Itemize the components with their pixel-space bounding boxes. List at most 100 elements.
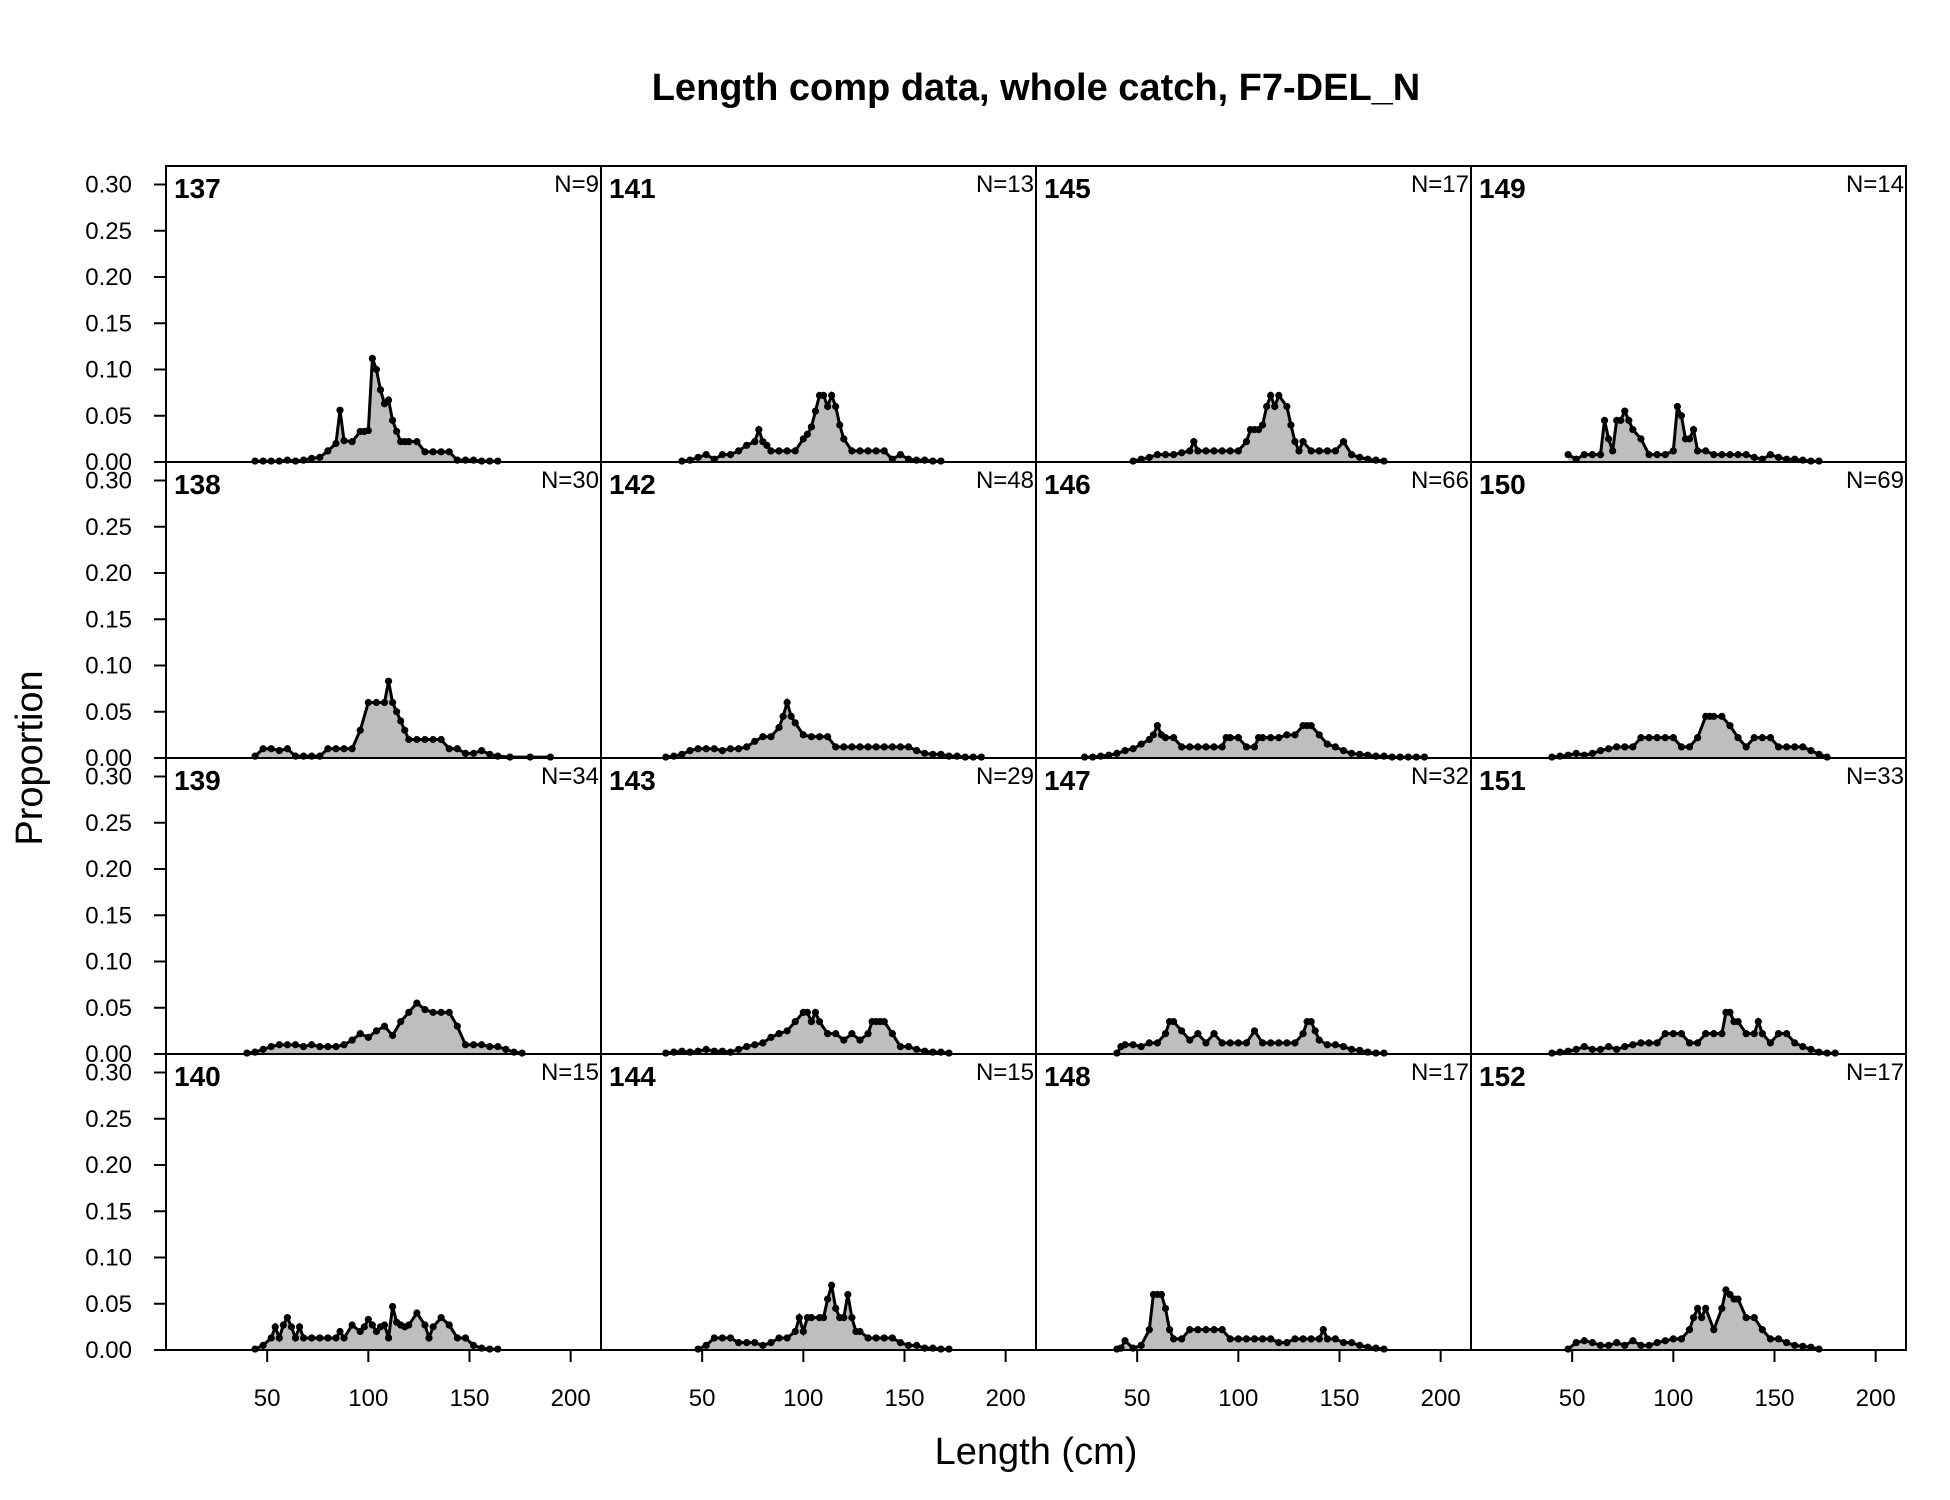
data-point: [1754, 1018, 1762, 1026]
data-point: [856, 447, 864, 455]
data-point: [1315, 447, 1323, 455]
data-point: [283, 1314, 291, 1322]
data-point: [397, 1018, 405, 1026]
data-point: [364, 1033, 372, 1041]
data-point: [1580, 1043, 1588, 1051]
data-point: [751, 1339, 759, 1347]
data-point: [453, 1022, 461, 1030]
panel-145: 145 N=17: [1035, 165, 1472, 465]
panel-148: 148 N=17 50 100 150 200: [1035, 1053, 1472, 1412]
data-point: [348, 438, 356, 446]
data-point: [356, 1327, 364, 1336]
data-point: [1580, 451, 1588, 459]
data-point: [734, 447, 743, 455]
data-point: [259, 1341, 267, 1349]
data-point: [1267, 1335, 1275, 1343]
data-point: [824, 733, 832, 741]
data-point: [1637, 435, 1645, 443]
x-tick-label: 200: [986, 1385, 1026, 1412]
data-point: [1596, 747, 1605, 755]
data-point: [1267, 1039, 1275, 1047]
data-point: [815, 733, 824, 741]
data-point: [1600, 416, 1609, 424]
data-point: [1356, 1046, 1364, 1054]
data-point: [872, 1334, 880, 1342]
data-point: [1275, 1039, 1283, 1047]
panel-year-label: 142: [609, 469, 656, 500]
data-point: [1750, 453, 1758, 461]
panel-140: 140 N=15 0.00 0.05 0.10 0.15 0.20 0.25 0.30 50 100…: [85, 1053, 602, 1412]
data-point: [848, 1030, 856, 1038]
data-point: [1165, 1326, 1174, 1334]
data-point: [1157, 1290, 1166, 1299]
data-point: [904, 743, 913, 751]
data-point: [1564, 451, 1572, 459]
y-tick-label: 0.00: [85, 449, 132, 476]
panel-year-label: 150: [1479, 469, 1526, 500]
data-point: [1226, 447, 1234, 455]
panel-area-fill: [255, 358, 498, 462]
panel-147: 147 N=32: [1035, 757, 1472, 1057]
panel-frame: [1470, 1053, 1907, 1351]
data-point: [1169, 734, 1178, 742]
data-point: [1319, 1326, 1327, 1334]
y-tick-label: 0.20: [85, 560, 132, 587]
data-point: [1129, 1041, 1137, 1049]
data-point: [803, 1008, 811, 1016]
panel-137: 137 N=9 0.00 0.05 0.10 0.15 0.20 0.25 0.30: [85, 165, 602, 476]
panel-149: 149 N=14: [1470, 165, 1907, 465]
data-point: [791, 719, 799, 727]
data-point: [819, 1314, 828, 1322]
data-point: [904, 1043, 913, 1051]
data-point: [1572, 1339, 1580, 1347]
data-point: [421, 1006, 429, 1014]
data-point: [840, 435, 848, 443]
data-point: [763, 441, 771, 449]
data-point: [815, 1018, 824, 1026]
data-point: [686, 747, 694, 755]
data-point: [783, 1027, 791, 1035]
data-point: [848, 743, 856, 751]
data-point: [1702, 447, 1710, 455]
data-point: [824, 1030, 832, 1038]
data-point: [1637, 734, 1645, 742]
y-tick-label: 0.00: [85, 745, 132, 772]
panel-year-label: 139: [174, 765, 221, 796]
panel-146: 146 N=66: [1035, 461, 1472, 761]
data-point: [324, 1043, 332, 1051]
panel-frame: [1035, 1053, 1472, 1351]
data-point: [832, 402, 840, 411]
panel-sample-size: N=29: [976, 763, 1034, 790]
data-point: [1625, 416, 1633, 424]
data-point: [1685, 435, 1694, 443]
data-point: [767, 733, 775, 741]
data-point: [1596, 451, 1605, 459]
data-point: [1121, 1337, 1129, 1345]
data-point: [767, 1339, 775, 1347]
panel-sample-size: N=17: [1846, 1059, 1904, 1086]
data-point: [275, 1334, 283, 1342]
data-point: [437, 1314, 445, 1322]
data-point: [694, 453, 702, 461]
data-point: [1742, 451, 1750, 459]
data-point: [348, 1321, 356, 1329]
data-point: [295, 1323, 304, 1331]
data-point: [1356, 750, 1364, 758]
data-point: [767, 1033, 775, 1041]
data-point: [828, 391, 836, 399]
data-point: [340, 1041, 348, 1049]
data-point: [1791, 743, 1799, 751]
data-point: [1718, 451, 1726, 459]
data-point: [429, 1323, 437, 1331]
data-point: [1283, 1339, 1291, 1347]
data-point: [1742, 1030, 1750, 1038]
data-point: [1685, 1326, 1694, 1334]
data-point: [783, 447, 791, 455]
data-point: [1331, 1335, 1340, 1343]
panel-139: 139 N=34 0.00 0.05 0.10 0.15 0.20 0.25 0.30: [85, 757, 602, 1068]
data-point: [1307, 1018, 1315, 1026]
data-point: [1259, 1039, 1267, 1047]
data-point: [1356, 1341, 1364, 1349]
data-point: [872, 447, 880, 455]
data-point: [1815, 750, 1823, 758]
